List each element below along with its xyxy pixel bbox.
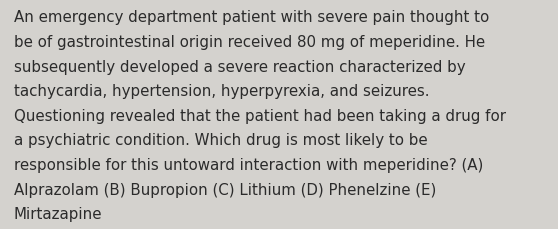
Text: Mirtazapine: Mirtazapine (14, 206, 103, 221)
Text: Questioning revealed that the patient had been taking a drug for: Questioning revealed that the patient ha… (14, 108, 506, 123)
Text: An emergency department patient with severe pain thought to: An emergency department patient with sev… (14, 10, 489, 25)
Text: responsible for this untoward interaction with meperidine? (A): responsible for this untoward interactio… (14, 157, 483, 172)
Text: a psychiatric condition. Which drug is most likely to be: a psychiatric condition. Which drug is m… (14, 133, 427, 148)
Text: tachycardia, hypertension, hyperpyrexia, and seizures.: tachycardia, hypertension, hyperpyrexia,… (14, 84, 430, 99)
Text: be of gastrointestinal origin received 80 mg of meperidine. He: be of gastrointestinal origin received 8… (14, 35, 485, 50)
Text: Alprazolam (B) Bupropion (C) Lithium (D) Phenelzine (E): Alprazolam (B) Bupropion (C) Lithium (D)… (14, 182, 436, 197)
Text: subsequently developed a severe reaction characterized by: subsequently developed a severe reaction… (14, 59, 465, 74)
